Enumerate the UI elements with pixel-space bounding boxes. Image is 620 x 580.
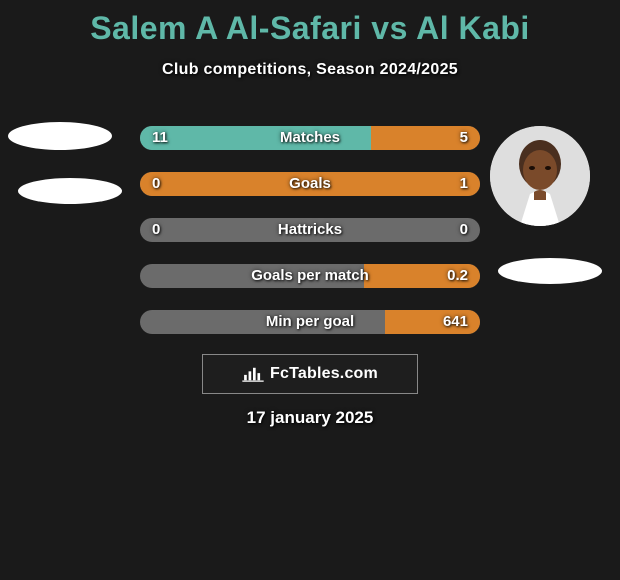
player-right-avatar <box>490 126 590 226</box>
stat-row: 0.2Goals per match <box>140 264 480 288</box>
stat-row: 00Hattricks <box>140 218 480 242</box>
stat-label: Matches <box>140 126 480 150</box>
page-title: Salem A Al-Safari vs Al Kabi <box>0 0 620 47</box>
stat-label: Min per goal <box>140 310 480 334</box>
stat-label: Goals per match <box>140 264 480 288</box>
snapshot-date: 17 january 2025 <box>0 408 620 428</box>
stats-panel: 115Matches 01Goals 00Hattricks 0.2Goals per… <box>140 126 480 356</box>
page-subtitle: Club competitions, Season 2024/2025 <box>0 61 620 79</box>
stat-label: Goals <box>140 172 480 196</box>
placeholder-oval <box>8 122 112 150</box>
stat-row: 115Matches <box>140 126 480 150</box>
bar-chart-icon <box>242 366 264 382</box>
placeholder-oval <box>18 178 122 204</box>
placeholder-oval <box>498 258 602 284</box>
stat-label: Hattricks <box>140 218 480 242</box>
watermark-text: FcTables.com <box>270 365 378 383</box>
stat-row: 01Goals <box>140 172 480 196</box>
stat-row: 641Min per goal <box>140 310 480 334</box>
source-watermark: FcTables.com <box>202 354 418 394</box>
